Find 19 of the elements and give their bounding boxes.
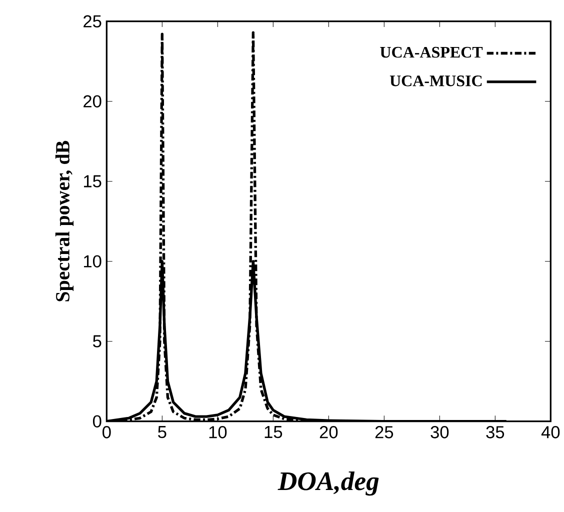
y-tick-label: 25	[84, 15, 102, 28]
x-tick-label: 15	[264, 426, 282, 438]
y-tick-label: 20	[84, 95, 102, 108]
y-axis-title: Spectral power, dB	[55, 140, 74, 302]
x-tick-label: 10	[209, 426, 227, 438]
x-tick-label: 40	[541, 426, 560, 438]
x-tick-label: 20	[320, 426, 338, 438]
x-axis-title: DOA,deg	[278, 471, 379, 496]
legend-label: UCA-ASPECT	[380, 46, 483, 58]
x-tick-label: 5	[158, 426, 166, 438]
y-tick-label: 10	[84, 255, 102, 268]
y-tick-label: 5	[93, 335, 102, 348]
x-tick-label: 30	[430, 426, 449, 438]
y-tick-label: 15	[84, 175, 102, 188]
x-tick-label: 35	[486, 426, 504, 438]
x-tick-label: 25	[375, 426, 394, 438]
y-tick-label: 0	[92, 415, 102, 428]
legend-label: UCA-MUSIC	[390, 76, 482, 86]
x-tick-label: 0	[102, 426, 111, 438]
